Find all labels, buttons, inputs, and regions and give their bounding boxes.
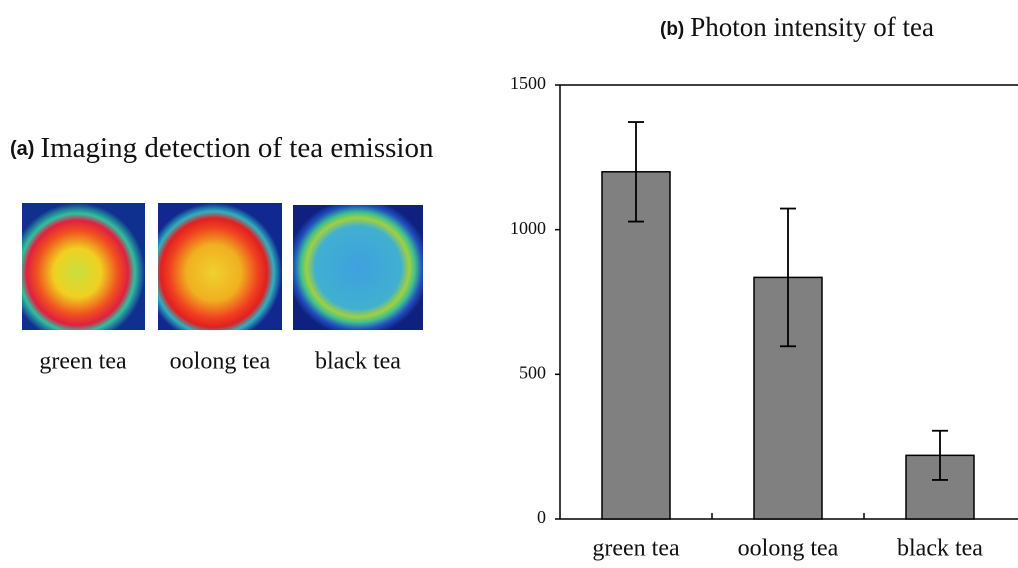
- chart-title: (b)Photon intensity of tea: [660, 12, 934, 42]
- heat-image: [158, 203, 282, 330]
- x-tick-label: green tea: [592, 536, 680, 562]
- image-label: green tea: [39, 349, 127, 375]
- y-tick-label: 1500: [510, 73, 546, 93]
- panel-a-heading: (a)Imaging detection of tea emission: [10, 132, 434, 164]
- y-tick-label: 0: [537, 507, 546, 527]
- heat-image: [293, 205, 423, 330]
- image-label: oolong tea: [170, 349, 271, 375]
- x-tick-label: oolong tea: [738, 536, 839, 562]
- bar: [602, 172, 670, 519]
- image-label: black tea: [315, 349, 401, 375]
- heat-image: [22, 203, 145, 330]
- y-tick-label: 500: [519, 362, 546, 382]
- y-tick-label: 1000: [510, 218, 546, 238]
- figure: (a)Imaging detection of tea emission gre…: [0, 0, 1018, 563]
- x-tick-label: black tea: [897, 536, 983, 562]
